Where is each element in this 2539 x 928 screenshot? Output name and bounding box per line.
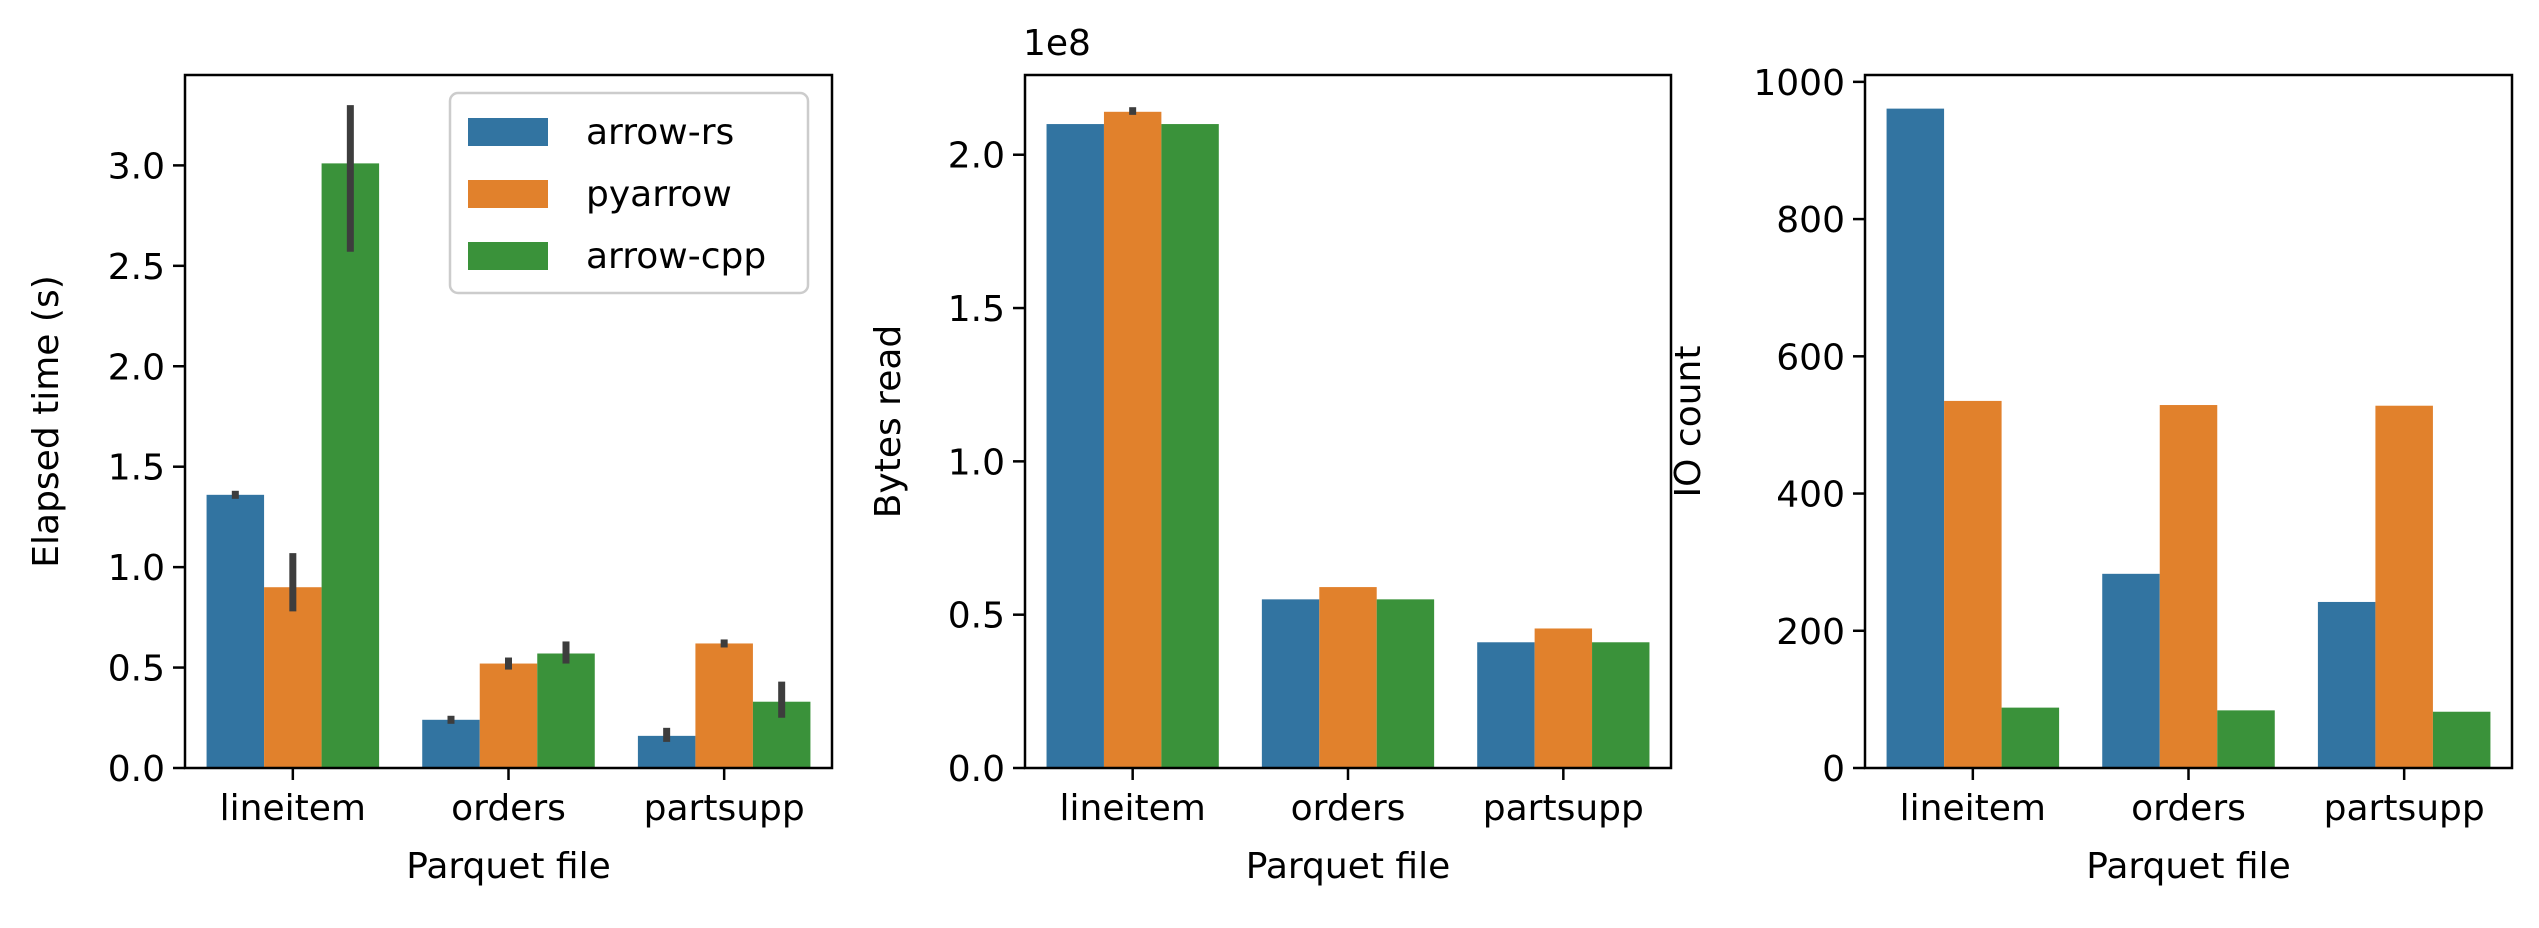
y-tick-label: 600	[1776, 337, 1845, 378]
y-tick-label: 1.5	[948, 289, 1005, 330]
io-count-chart: 0 200 400 600 800 1000 lineitem orders partsupp P…	[1668, 63, 2514, 887]
y-tick-label: 200	[1776, 612, 1845, 653]
bar-arrow-cpp-lineitem	[321, 163, 380, 768]
x-axis-label: Parquet file	[406, 846, 611, 887]
bar-pyarrow-lineitem	[264, 587, 322, 768]
y-tick-label: 0	[1822, 749, 1845, 790]
y-tick-label: 1.0	[108, 548, 165, 589]
legend-label-arrow-rs: arrow-rs	[586, 112, 734, 153]
bar-pyarrow-orders	[2159, 405, 2218, 768]
y-tick-label: 0.5	[948, 596, 1005, 637]
x-tick-label: lineitem	[1900, 788, 2046, 829]
bar-arrow-rs-lineitem	[1886, 108, 1945, 768]
bar-arrow-cpp-lineitem	[2001, 707, 2060, 768]
bar-arrow-cpp-orders	[537, 653, 595, 768]
bar-pyarrow-orders	[479, 663, 538, 768]
x-tick-label: partsupp	[644, 788, 805, 829]
x-tick-label: orders	[451, 788, 566, 829]
bar-arrow-rs-orders	[422, 719, 480, 768]
legend-swatch-arrow-cpp	[468, 242, 548, 270]
legend-label-arrow-cpp: arrow-cpp	[586, 236, 766, 277]
x-tick-label: lineitem	[220, 788, 366, 829]
bar-arrow-rs-orders	[1261, 599, 1320, 768]
bar-arrow-cpp-lineitem	[1161, 124, 1219, 768]
y-tick-label: 3.0	[108, 146, 165, 187]
y-axis-label: IO count	[1668, 346, 1709, 498]
x-tick-label: orders	[2131, 788, 2246, 829]
y-axis-label: Bytes read	[868, 325, 909, 519]
x-tick-label: orders	[1291, 788, 1406, 829]
y-tick-label: 800	[1776, 200, 1845, 241]
bar-arrow-rs-orders	[2102, 573, 2160, 768]
bar-arrow-rs-partsupp	[1477, 642, 1535, 768]
y-tick-label: 2.5	[108, 247, 165, 288]
bar-pyarrow-partsupp	[695, 643, 753, 768]
bytes-read-chart: 0.0 0.5 1.0 1.5 2.0 lineitem orders partsupp Par…	[868, 23, 1673, 887]
bar-pyarrow-lineitem	[1944, 400, 2002, 768]
y-axis-label: Elapsed time (s)	[26, 275, 67, 567]
x-axis-label: Parquet file	[1246, 846, 1451, 887]
bar-arrow-rs-partsupp	[2317, 601, 2376, 768]
y-tick-label: 1.5	[108, 448, 165, 489]
y-tick-label: 2.0	[108, 347, 165, 388]
bar-pyarrow-partsupp	[1534, 628, 1593, 768]
legend-swatch-pyarrow	[468, 180, 548, 208]
y-tick-label: 1000	[1753, 63, 1845, 104]
legend-label-pyarrow: pyarrow	[586, 174, 732, 215]
bar-arrow-cpp-partsupp	[1592, 642, 1650, 768]
y-tick-label: 400	[1776, 475, 1845, 516]
offset-label: 1e8	[1023, 23, 1091, 64]
bar-arrow-cpp-orders	[2217, 710, 2275, 768]
y-tick-label: 0.0	[108, 749, 165, 790]
bar-arrow-rs-lineitem	[206, 494, 265, 768]
x-tick-label: lineitem	[1060, 788, 1206, 829]
elapsed-time-chart: 0.0 0.5 1.0 1.5 2.0 2.5 3.0 lineitem orders parts…	[26, 73, 834, 887]
bar-arrow-cpp-orders	[1376, 599, 1435, 768]
y-tick-label: 0.0	[948, 749, 1005, 790]
y-tick-label: 1.0	[948, 442, 1005, 483]
x-tick-label: partsupp	[1483, 788, 1644, 829]
y-tick-label: 0.5	[108, 649, 165, 690]
bar-pyarrow-lineitem	[1103, 111, 1162, 769]
bar-arrow-cpp-partsupp	[2432, 711, 2491, 768]
bar-pyarrow-orders	[1319, 587, 1377, 768]
x-axis-label: Parquet file	[2086, 846, 2291, 887]
y-tick-label: 2.0	[948, 136, 1005, 177]
legend-swatch-arrow-rs	[468, 118, 548, 146]
bar-arrow-rs-lineitem	[1046, 124, 1104, 768]
bar-pyarrow-partsupp	[2375, 405, 2433, 768]
x-tick-label: partsupp	[2324, 788, 2485, 829]
